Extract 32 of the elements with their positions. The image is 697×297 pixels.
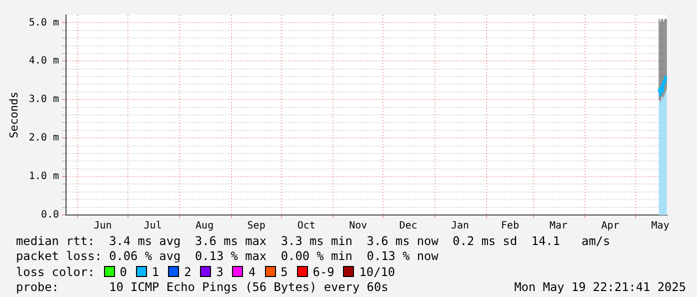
- y-tick-label: 4.0 m: [28, 56, 59, 67]
- legend-label: 1: [152, 264, 160, 279]
- legend-label: 6-9: [312, 264, 334, 279]
- y-tick-label: 3.0 m: [28, 94, 59, 106]
- x-tick-label: Mar: [549, 220, 568, 232]
- x-tick-label: Apr: [601, 220, 620, 232]
- legend-label: 5: [280, 264, 288, 279]
- y-tick-label: 5.0 m: [28, 17, 59, 28]
- legend-title: loss color:: [16, 264, 95, 279]
- x-tick-label: Nov: [349, 220, 368, 232]
- legend-label: 2: [184, 264, 192, 279]
- x-tick-label: Jun: [94, 220, 112, 232]
- y-tick-label: 1.0 m: [28, 171, 59, 182]
- x-tick-label: Sep: [247, 220, 266, 232]
- y-tick-label: 0.0: [40, 210, 59, 221]
- x-tick-label: Jul: [144, 220, 162, 232]
- legend-label: 0: [120, 264, 127, 279]
- text: probe: 10 ICMP Echo Pings (56 Bytes) every 60s: [16, 280, 388, 294]
- y-axis-title: Seconds: [7, 92, 20, 138]
- text: median rtt: 3.4 ms avg 3.6 ms max 3.3 ms min 3.6 ms now 0.2 ms sd 14.1 am/s: [16, 234, 612, 250]
- x-tick-label: Jan: [450, 220, 470, 232]
- y-tick-label: 2.0 m: [28, 132, 59, 144]
- x-tick-label: Aug: [196, 220, 214, 232]
- legend-label: 4: [248, 264, 256, 279]
- x-tick-label: Oct: [297, 220, 316, 232]
- legend-label: 3: [216, 264, 224, 279]
- text: Mon May 19 22:21:41 2025: [514, 280, 686, 296]
- x-tick-label: Feb: [501, 220, 520, 232]
- x-tick-label: May: [651, 220, 670, 232]
- legend-label: 10/10: [359, 264, 396, 279]
- text: packet loss: 0.06 % avg 0.13 % max 0.00 % min 0.13 % now: [16, 249, 440, 265]
- x-tick-label: Dec: [399, 220, 418, 232]
